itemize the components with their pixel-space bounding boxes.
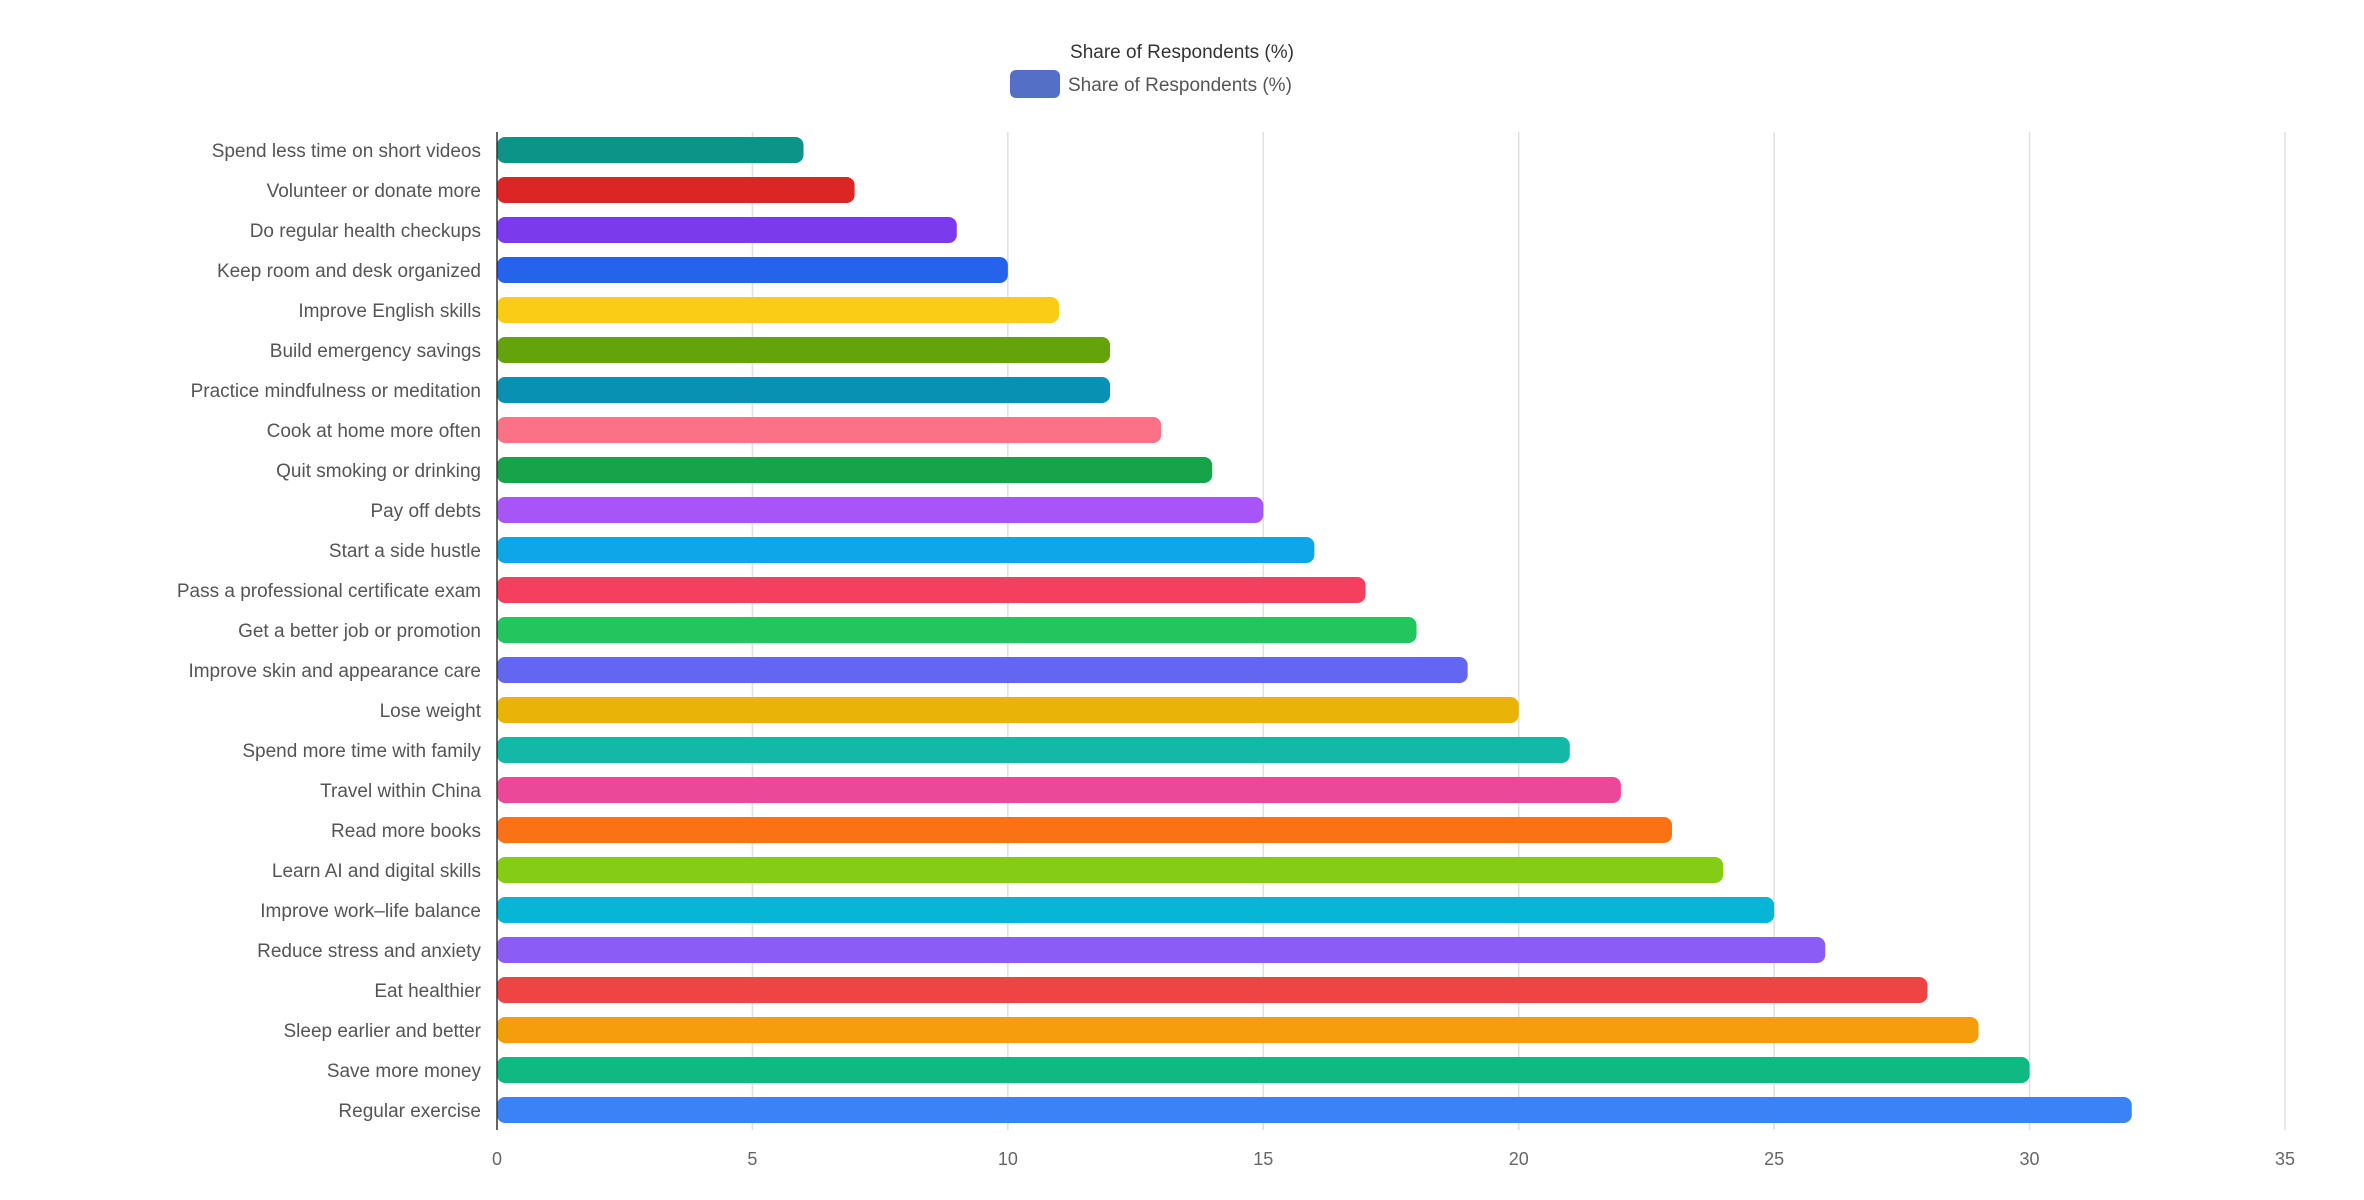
category-label: Read more books xyxy=(331,821,481,842)
category-label: Start a side hustle xyxy=(329,541,481,562)
bar[interactable] xyxy=(497,937,1826,963)
category-label: Improve skin and appearance care xyxy=(188,661,481,682)
category-label: Lose weight xyxy=(380,701,482,722)
bar[interactable] xyxy=(497,1017,1979,1043)
bar[interactable] xyxy=(497,777,1621,803)
bar[interactable] xyxy=(497,217,957,243)
category-label: Learn AI and digital skills xyxy=(272,861,481,882)
bar[interactable] xyxy=(497,537,1315,563)
bar[interactable] xyxy=(497,817,1672,843)
category-label: Improve English skills xyxy=(298,301,481,322)
bar[interactable] xyxy=(497,457,1213,483)
x-tick-label: 20 xyxy=(1509,1149,1529,1169)
bar[interactable] xyxy=(497,1057,2030,1083)
x-tick-label: 0 xyxy=(492,1149,502,1169)
bar[interactable] xyxy=(497,337,1111,363)
category-label: Sleep earlier and better xyxy=(283,1021,481,1042)
legend-label[interactable]: Share of Respondents (%) xyxy=(1068,75,1292,96)
category-label: Spend less time on short videos xyxy=(212,141,481,162)
bars xyxy=(497,137,2132,1123)
bar[interactable] xyxy=(497,617,1417,643)
x-tick-label: 35 xyxy=(2275,1149,2295,1169)
bar[interactable] xyxy=(497,857,1724,883)
bar[interactable] xyxy=(497,737,1570,763)
bar[interactable] xyxy=(497,497,1264,523)
bar[interactable] xyxy=(497,1097,2132,1123)
bar[interactable] xyxy=(497,257,1008,283)
bar[interactable] xyxy=(497,417,1162,443)
category-label: Build emergency savings xyxy=(270,341,481,362)
category-label: Travel within China xyxy=(320,781,481,802)
category-label: Save more money xyxy=(327,1061,482,1082)
bar[interactable] xyxy=(497,657,1468,683)
bar[interactable] xyxy=(497,897,1775,923)
x-axis-ticks: 0 5 10 15 20 25 30 35 xyxy=(492,1149,2295,1169)
category-label: Keep room and desk organized xyxy=(217,261,481,282)
legend[interactable]: Share of Respondents (%) xyxy=(1010,70,1292,98)
category-label: Quit smoking or drinking xyxy=(276,461,481,482)
category-label: Regular exercise xyxy=(338,1101,481,1122)
bar[interactable] xyxy=(497,577,1366,603)
category-label: Eat healthier xyxy=(374,981,481,1002)
x-tick-label: 30 xyxy=(2020,1149,2040,1169)
category-label: Cook at home more often xyxy=(267,421,481,442)
bar[interactable] xyxy=(497,377,1111,403)
category-labels: Spend less time on short videos Volunteer… xyxy=(177,141,482,1122)
category-label: Volunteer or donate more xyxy=(267,181,481,202)
x-tick-label: 10 xyxy=(998,1149,1018,1169)
category-label: Practice mindfulness or meditation xyxy=(191,381,481,402)
category-label: Do regular health checkups xyxy=(250,221,481,242)
bar[interactable] xyxy=(497,297,1059,323)
bar[interactable] xyxy=(497,137,804,163)
x-tick-label: 15 xyxy=(1253,1149,1273,1169)
category-label: Reduce stress and anxiety xyxy=(257,941,481,962)
category-label: Get a better job or promotion xyxy=(238,621,481,642)
bar[interactable] xyxy=(497,697,1519,723)
category-label: Spend more time with family xyxy=(242,741,481,762)
chart-title: Share of Respondents (%) xyxy=(1070,42,1294,63)
category-label: Pay off debts xyxy=(370,501,481,522)
bar[interactable] xyxy=(497,977,1928,1003)
x-tick-label: 5 xyxy=(747,1149,757,1169)
legend-swatch[interactable] xyxy=(1010,70,1060,98)
x-tick-label: 25 xyxy=(1764,1149,1784,1169)
category-label: Pass a professional certificate exam xyxy=(177,581,481,602)
category-label: Improve work–life balance xyxy=(260,901,481,922)
bar[interactable] xyxy=(497,177,855,203)
